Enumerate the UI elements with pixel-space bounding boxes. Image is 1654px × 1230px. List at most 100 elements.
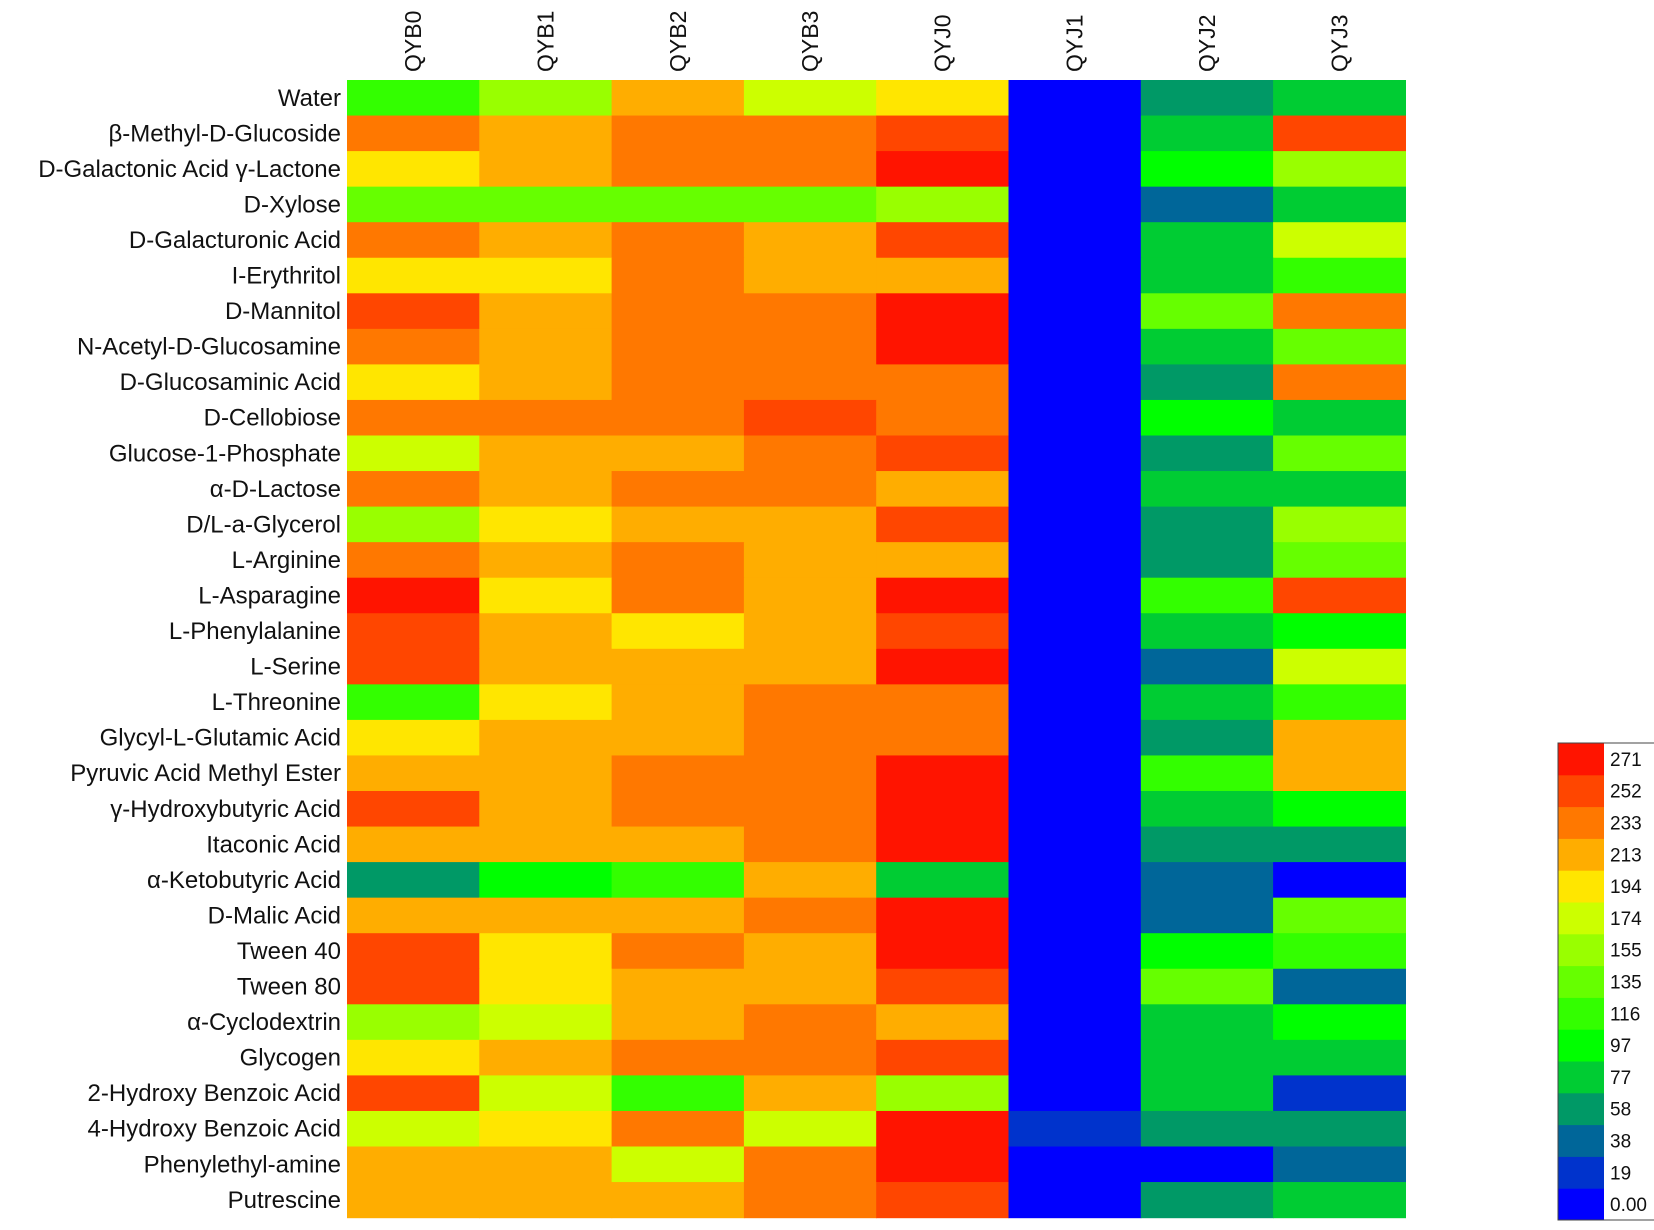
heatmap-cell xyxy=(611,577,745,614)
heatmap-cell xyxy=(347,826,480,863)
heatmap-cell xyxy=(347,399,480,437)
row-label: Putrescine xyxy=(228,1187,341,1214)
row-label: L-Asparagine xyxy=(198,582,341,609)
heatmap-cell xyxy=(1140,1110,1274,1148)
heatmap-cell xyxy=(1273,186,1406,223)
heatmap-cell xyxy=(347,471,480,508)
heatmap-cell xyxy=(347,968,480,1005)
legend-swatch xyxy=(1558,965,1604,998)
heatmap-cell xyxy=(479,399,613,437)
heatmap-cell xyxy=(1273,719,1406,757)
heatmap-cell xyxy=(479,577,613,614)
legend-swatch xyxy=(1558,1092,1604,1126)
heatmap-cell xyxy=(611,684,745,721)
legend-label: 97 xyxy=(1610,1036,1631,1057)
row-label: Itaconic Acid xyxy=(206,831,341,858)
heatmap-cell xyxy=(1008,826,1142,863)
heatmap-cell xyxy=(1140,222,1274,259)
heatmap-cell xyxy=(347,186,480,223)
row-label: Glycogen xyxy=(240,1045,341,1072)
row-label: D-Galactonic Acid γ-Lactone xyxy=(38,156,341,183)
heatmap-cell xyxy=(479,257,613,294)
heatmap-cell xyxy=(743,862,877,899)
heatmap-cell xyxy=(743,364,877,401)
heatmap-cell xyxy=(1273,862,1406,899)
heatmap-cell xyxy=(743,897,877,934)
heatmap-cell xyxy=(1008,577,1142,614)
heatmap-cell xyxy=(611,862,745,899)
heatmap-cell xyxy=(611,435,745,472)
row-label: α-D-Lactose xyxy=(210,476,341,503)
heatmap-cell xyxy=(1140,933,1274,970)
heatmap-cell xyxy=(743,933,877,970)
heatmap-cell xyxy=(611,1146,745,1183)
heatmap-cell xyxy=(1273,399,1406,437)
row-label: L-Serine xyxy=(250,654,341,681)
legend-swatch xyxy=(1558,870,1604,903)
heatmap-cell xyxy=(1008,1075,1142,1112)
heatmap-cell xyxy=(1273,968,1406,1005)
heatmap-cell xyxy=(611,791,745,828)
row-label: γ-Hydroxybutyric Acid xyxy=(110,796,341,823)
row-label: L-Phenylalanine xyxy=(169,618,341,645)
heatmap-cell xyxy=(347,755,480,792)
legend-label: 38 xyxy=(1610,1132,1631,1153)
heatmap-cell xyxy=(1008,115,1142,152)
heatmap-cell xyxy=(479,1004,613,1041)
heatmap-cell xyxy=(1140,755,1274,792)
heatmap-cell xyxy=(479,719,613,757)
heatmap-cell xyxy=(743,328,877,365)
heatmap-cell xyxy=(743,719,877,757)
heatmap-cell xyxy=(1008,862,1142,899)
heatmap-cell xyxy=(1008,897,1142,934)
heatmap-cell xyxy=(1140,826,1274,863)
heatmap-cell xyxy=(347,115,480,152)
heatmap-cell xyxy=(611,506,745,543)
heatmap-cell xyxy=(876,826,1010,863)
heatmap-cell xyxy=(1008,506,1142,543)
heatmap-cell xyxy=(1140,80,1274,117)
heatmap-cell xyxy=(743,826,877,863)
heatmap-cell xyxy=(611,328,745,365)
heatmap-cell xyxy=(876,613,1010,650)
legend-label: 252 xyxy=(1610,782,1642,803)
legend-label: 213 xyxy=(1610,845,1642,866)
heatmap-cell xyxy=(876,1039,1010,1076)
heatmap-cell xyxy=(1140,328,1274,365)
row-label: β-Methyl-D-Glucoside xyxy=(108,120,341,147)
heatmap-cell xyxy=(479,1075,613,1112)
legend-swatch xyxy=(1558,933,1604,967)
row-labels: Water β-Methyl-D-Glucoside D-Galactonic Ac… xyxy=(38,85,341,1214)
row-label: Water xyxy=(278,85,341,112)
heatmap-cell xyxy=(1008,542,1142,579)
heatmap-cell xyxy=(347,542,480,579)
heatmap-cell xyxy=(479,222,613,259)
heatmap-cell xyxy=(1008,1182,1142,1219)
row-label: D-Mannitol xyxy=(225,298,341,325)
legend-label: 135 xyxy=(1610,973,1642,994)
heatmap-cell xyxy=(1273,1004,1406,1041)
heatmap-cell xyxy=(1008,186,1142,223)
heatmap-cell xyxy=(876,364,1010,401)
heatmap-cell xyxy=(1008,328,1142,365)
heatmap-cell xyxy=(743,684,877,721)
heatmap-cell xyxy=(1140,293,1274,330)
legend-frame xyxy=(1557,742,1654,1221)
heatmap-cell xyxy=(1008,1146,1142,1183)
heatmap-cell xyxy=(1008,1039,1142,1076)
row-label: Tween 80 xyxy=(237,974,341,1001)
color-legend: 0.00 19 38 58 77 97 116 135 155 174 194 213 233 252 27… xyxy=(1557,742,1654,1221)
heatmap-cell xyxy=(1140,613,1274,650)
heatmap-cell xyxy=(1140,399,1274,437)
heatmap-cell xyxy=(611,186,745,223)
heatmap-cell xyxy=(611,1182,745,1219)
heatmap-cell xyxy=(347,719,480,757)
heatmap-cell xyxy=(347,257,480,294)
heatmap-cell xyxy=(743,1075,877,1112)
legend-swatch xyxy=(1558,838,1604,871)
legend-label: 271 xyxy=(1610,750,1642,771)
heatmap-cell xyxy=(347,80,480,117)
heatmap-cell xyxy=(479,293,613,330)
heatmap-cell xyxy=(347,293,480,330)
